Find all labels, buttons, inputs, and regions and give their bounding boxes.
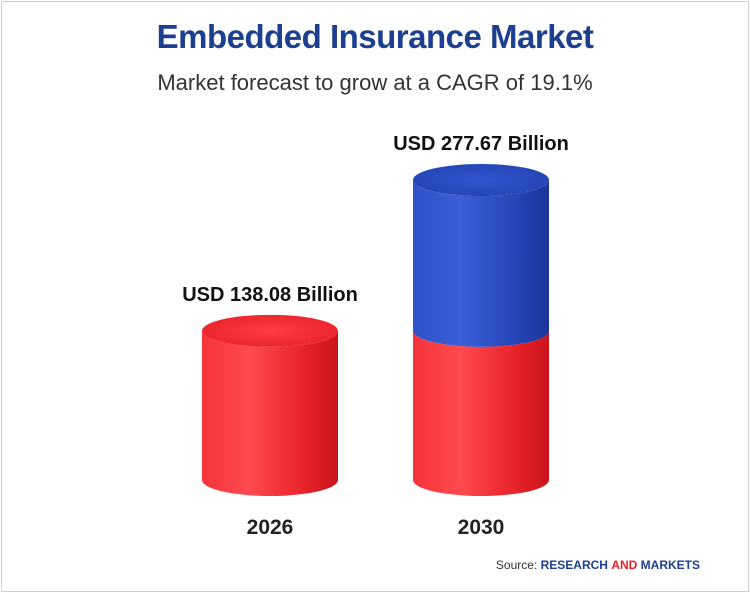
chart-subtitle: Market forecast to grow at a CAGR of 19.… — [157, 70, 593, 95]
bar-2030-segment-1-body — [413, 180, 549, 347]
value-label-2030: USD 277.67 Billion — [393, 133, 569, 155]
source-brand-markets: MARKETS — [640, 558, 700, 572]
category-label-2030: 2030 — [458, 516, 505, 539]
bar-2026-segment-0 — [202, 314, 338, 496]
source-brand-and: AND — [611, 558, 638, 572]
bar-2030-segment-0-body — [413, 330, 549, 496]
source-credit: Source: RESEARCH AND MARKETS — [496, 558, 700, 572]
bar-2030-segment-1-cap — [413, 164, 549, 196]
source-brand-research: RESEARCH — [540, 558, 608, 572]
bar-2030-segment-1 — [413, 164, 549, 347]
source-prefix: Source: — [495, 558, 538, 572]
category-label-2026: 2026 — [247, 516, 294, 539]
bar-2030-segment-0 — [413, 330, 549, 496]
chart-title: Embedded Insurance Market — [156, 18, 594, 55]
bar-2026-segment-0-cap — [202, 314, 338, 347]
bar-2026-segment-0-body — [202, 330, 338, 496]
value-label-2026: USD 138.08 Billion — [182, 284, 358, 306]
